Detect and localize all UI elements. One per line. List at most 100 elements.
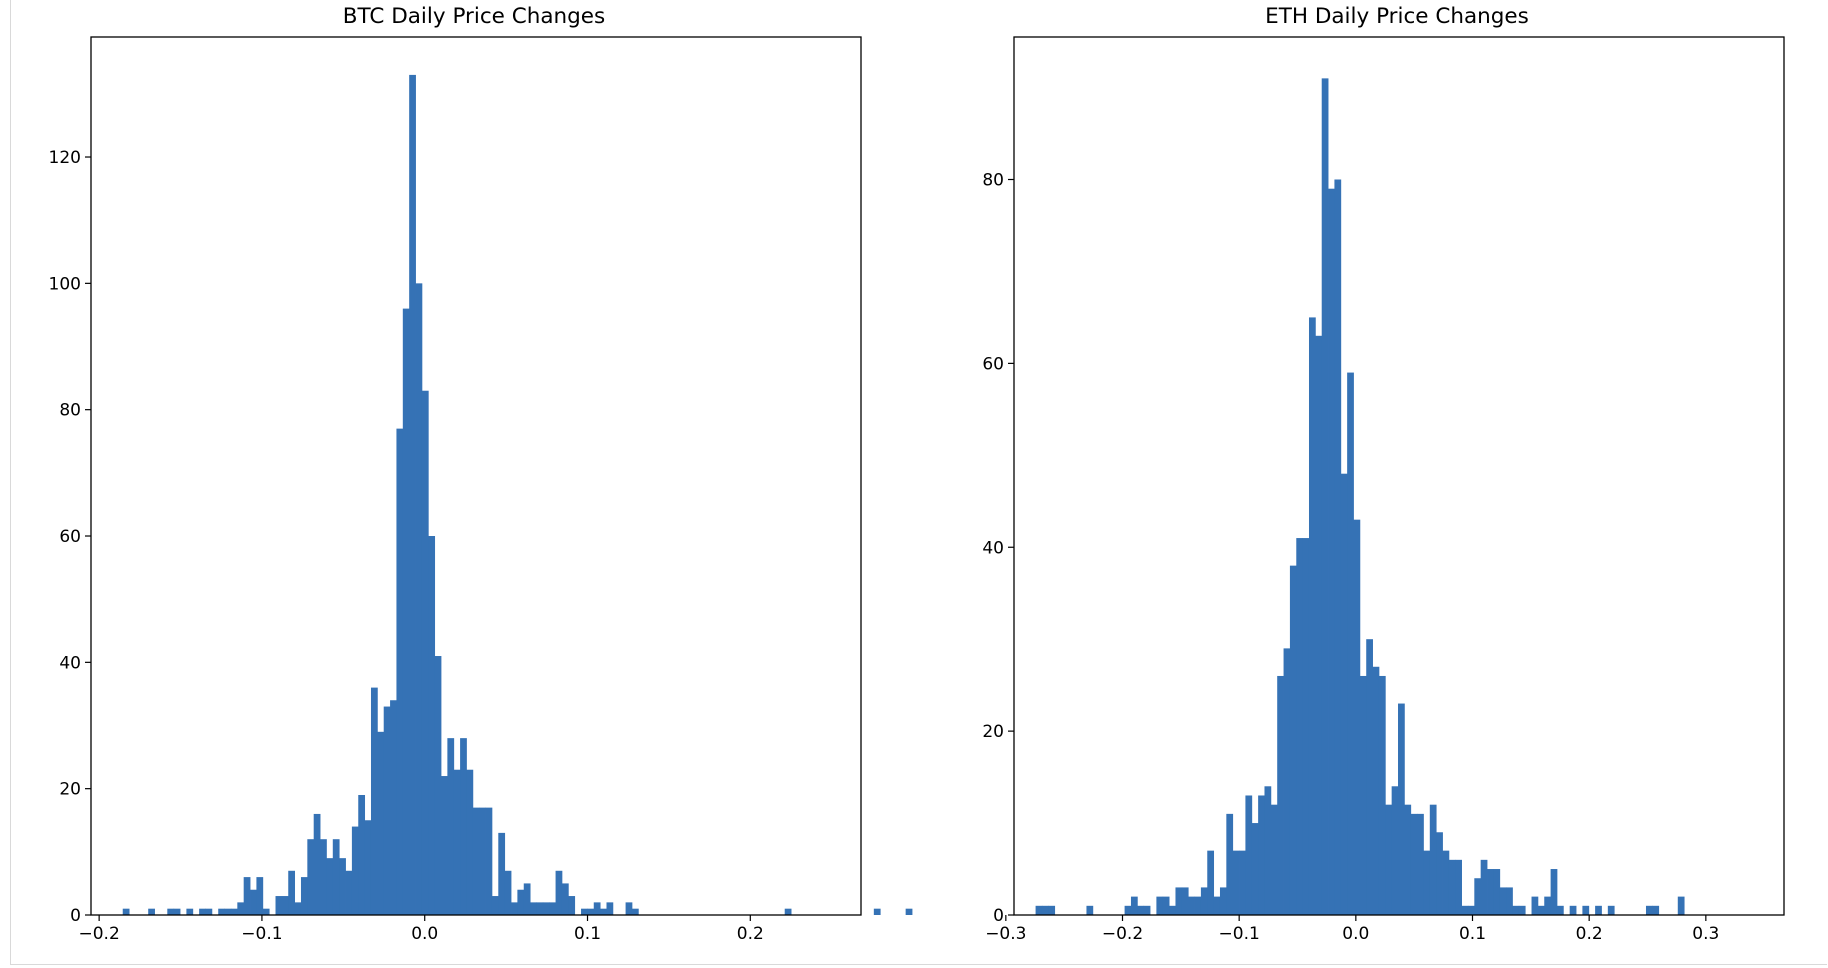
btc-histogram-bar [441,776,448,915]
eth-y-tick-label: 80 [982,171,1004,191]
btc-y-tick-label: 80 [59,401,81,421]
btc-histogram-bar [250,889,257,915]
btc-histogram-bar [434,656,442,915]
eth-histogram-bar [1283,648,1291,915]
eth-histogram-bar [1506,887,1513,915]
eth-chart-title: ETH Daily Price Changes [1265,4,1529,29]
eth-plot-frame [1013,36,1785,916]
btc-histogram-bar [199,908,206,915]
btc-histogram-bar [479,807,486,915]
eth-histogram-bar [1537,905,1545,915]
btc-histogram-bar [205,908,213,915]
btc-histogram-bar [542,902,550,915]
btc-histogram-bar [409,74,416,915]
btc-histogram-bar [339,858,346,915]
eth-histogram-bar [1417,813,1424,915]
btc-histogram-bar [402,308,410,915]
eth-x-tick-label: −0.3 [985,924,1026,944]
btc-histogram-bar [294,902,302,915]
eth-y-tick-label: 20 [982,722,1004,742]
eth-histogram-bar [1213,896,1221,915]
btc-histogram-bar [345,870,353,915]
btc-x-axis: −0.2 −0.1 0.0 0.1 0.2 [78,915,764,944]
eth-histogram-bar [1487,869,1494,915]
btc-histogram-bar [275,896,283,915]
btc-histogram-bar [485,807,493,915]
eth-histogram-bar [1321,78,1329,916]
eth-histogram-bar [1143,905,1151,915]
btc-histogram-bar [320,839,327,915]
btc-bars [122,74,913,916]
eth-histogram-bar [1169,905,1176,915]
btc-histogram-bar [370,687,378,915]
eth-histogram-bar [1442,850,1450,915]
eth-histogram-bar [1512,905,1520,915]
btc-histogram-bar [415,283,423,916]
eth-histogram-bar [1353,519,1361,915]
eth-histogram-bar [1607,905,1615,915]
eth-histogram-bar [1499,887,1507,915]
eth-histogram-bar [1518,905,1526,915]
btc-histogram-bar [549,902,556,915]
btc-x-tick-label: 0.1 [574,924,601,944]
eth-histogram-bar [1258,795,1265,915]
btc-histogram-bar [313,813,321,915]
eth-histogram-bar [1251,823,1259,915]
btc-histogram-bar [905,908,913,915]
btc-histogram-bar [288,870,296,915]
btc-histogram-bar [530,902,537,915]
eth-histogram-bar [1372,666,1380,915]
btc-y-tick-label: 20 [59,780,81,800]
btc-histogram-bar [523,883,531,915]
btc-histogram-bar [600,908,607,915]
eth-histogram-bar [1359,675,1367,915]
eth-histogram-bar [1474,878,1482,915]
eth-bars [1035,78,1685,916]
btc-plot-frame [90,36,862,916]
eth-x-tick-label: 0.1 [1459,924,1486,944]
btc-histogram-bar [167,908,175,915]
btc-histogram-bar [561,883,569,915]
eth-histogram-bar [1200,887,1208,915]
btc-histogram-bar [148,908,155,915]
btc-histogram-bar [358,794,366,915]
eth-histogram-bar [1296,538,1304,915]
eth-histogram-bar [1448,859,1456,915]
btc-histogram-bar [491,896,499,915]
btc-histogram-bar [122,908,130,915]
btc-histogram-bar [504,870,512,915]
eth-histogram-bar [1645,905,1653,915]
eth-histogram-bar [1315,335,1323,915]
notebook-output-frame [10,0,1827,965]
eth-histogram-panel: ETH Daily Price Changes −0.3 −0.2 −0.1 0.0 0… [982,4,1785,944]
btc-histogram-bar [536,902,544,915]
eth-histogram-bar [1423,850,1431,915]
eth-histogram-bar [1404,804,1412,915]
btc-histogram-bar [447,738,455,915]
eth-histogram-bar [1556,905,1564,915]
btc-histogram-bar [364,820,372,915]
btc-histogram-panel: BTC Daily Price Changes −0.2 −0.1 0.0 0.1 0.… [49,4,913,944]
btc-histogram-bar [218,908,225,915]
eth-histogram-bar [1194,896,1202,915]
btc-histogram-bar [453,769,461,915]
eth-histogram-bar [1232,850,1240,915]
btc-histogram-bar [390,700,397,915]
eth-histogram-bar [1175,887,1183,915]
eth-histogram-bar [1124,905,1132,915]
btc-histogram-bar [784,908,792,915]
btc-histogram-bar [421,390,429,916]
eth-histogram-bar [1041,905,1049,915]
btc-histogram-bar [186,908,194,915]
btc-histogram-bar [631,908,639,915]
btc-chart-title: BTC Daily Price Changes [343,4,606,29]
btc-histogram-bar [230,908,238,915]
eth-histogram-bar [1188,896,1195,915]
eth-histogram-bar [1035,905,1043,915]
eth-histogram-bar [1531,896,1539,915]
btc-x-tick-label: −0.2 [78,924,119,944]
eth-histogram-bar [1480,859,1488,915]
eth-histogram-bar [1130,896,1138,915]
btc-histogram-bar [300,877,308,915]
